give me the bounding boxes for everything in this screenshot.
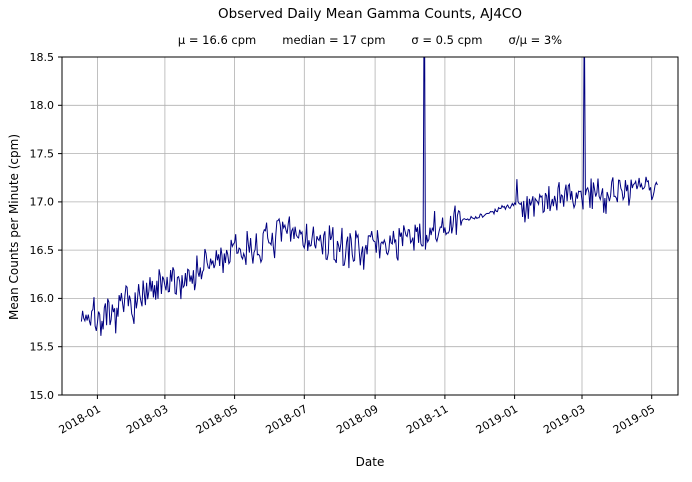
svg-text:17.0: 17.0	[30, 196, 55, 209]
stat-median: median = 17 cpm	[282, 33, 386, 47]
svg-text:2019-01: 2019-01	[474, 402, 520, 436]
svg-text:2018-07: 2018-07	[263, 402, 309, 436]
svg-text:2018-05: 2018-05	[194, 402, 240, 436]
chart-title: Observed Daily Mean Gamma Counts, AJ4CO	[218, 6, 522, 22]
svg-text:16.5: 16.5	[30, 244, 55, 257]
svg-text:15.0: 15.0	[30, 389, 55, 402]
stat-sigma: σ = 0.5 cpm	[411, 33, 483, 47]
stat-sigma-over-mu: σ/μ = 3%	[508, 33, 563, 47]
svg-text:18.5: 18.5	[30, 51, 55, 64]
svg-text:15.5: 15.5	[30, 341, 55, 354]
chart-stats-subtitle: μ = 16.6 cpm median = 17 cpm σ = 0.5 cpm σ/…	[62, 33, 678, 47]
x-axis-label: Date	[355, 455, 385, 469]
svg-text:2018-01: 2018-01	[57, 402, 103, 436]
svg-text:2018-09: 2018-09	[334, 402, 380, 436]
svg-text:16.0: 16.0	[30, 292, 55, 305]
svg-text:17.5: 17.5	[30, 147, 55, 160]
series-line	[80, 57, 658, 336]
svg-text:2019-05: 2019-05	[611, 402, 657, 436]
svg-text:18.0: 18.0	[30, 99, 55, 112]
svg-text:2019-03: 2019-03	[541, 402, 587, 436]
y-tick-labels: 15.0 15.5 16.0 16.5 17.0 17.5 18.0 18.5	[30, 51, 55, 402]
stat-mean: μ = 16.6 cpm	[177, 33, 257, 47]
grid-lines	[62, 56, 678, 396]
svg-text:2018-03: 2018-03	[124, 402, 170, 436]
svg-text:2018-11: 2018-11	[404, 402, 450, 436]
plot-border	[61, 56, 679, 396]
y-axis-label: Mean Counts per Minute (cpm)	[7, 133, 21, 321]
x-tick-labels: 2018-01 2018-03 2018-05 2018-07 2018-09 2018-…	[57, 402, 658, 436]
axis-ticks	[58, 56, 653, 399]
